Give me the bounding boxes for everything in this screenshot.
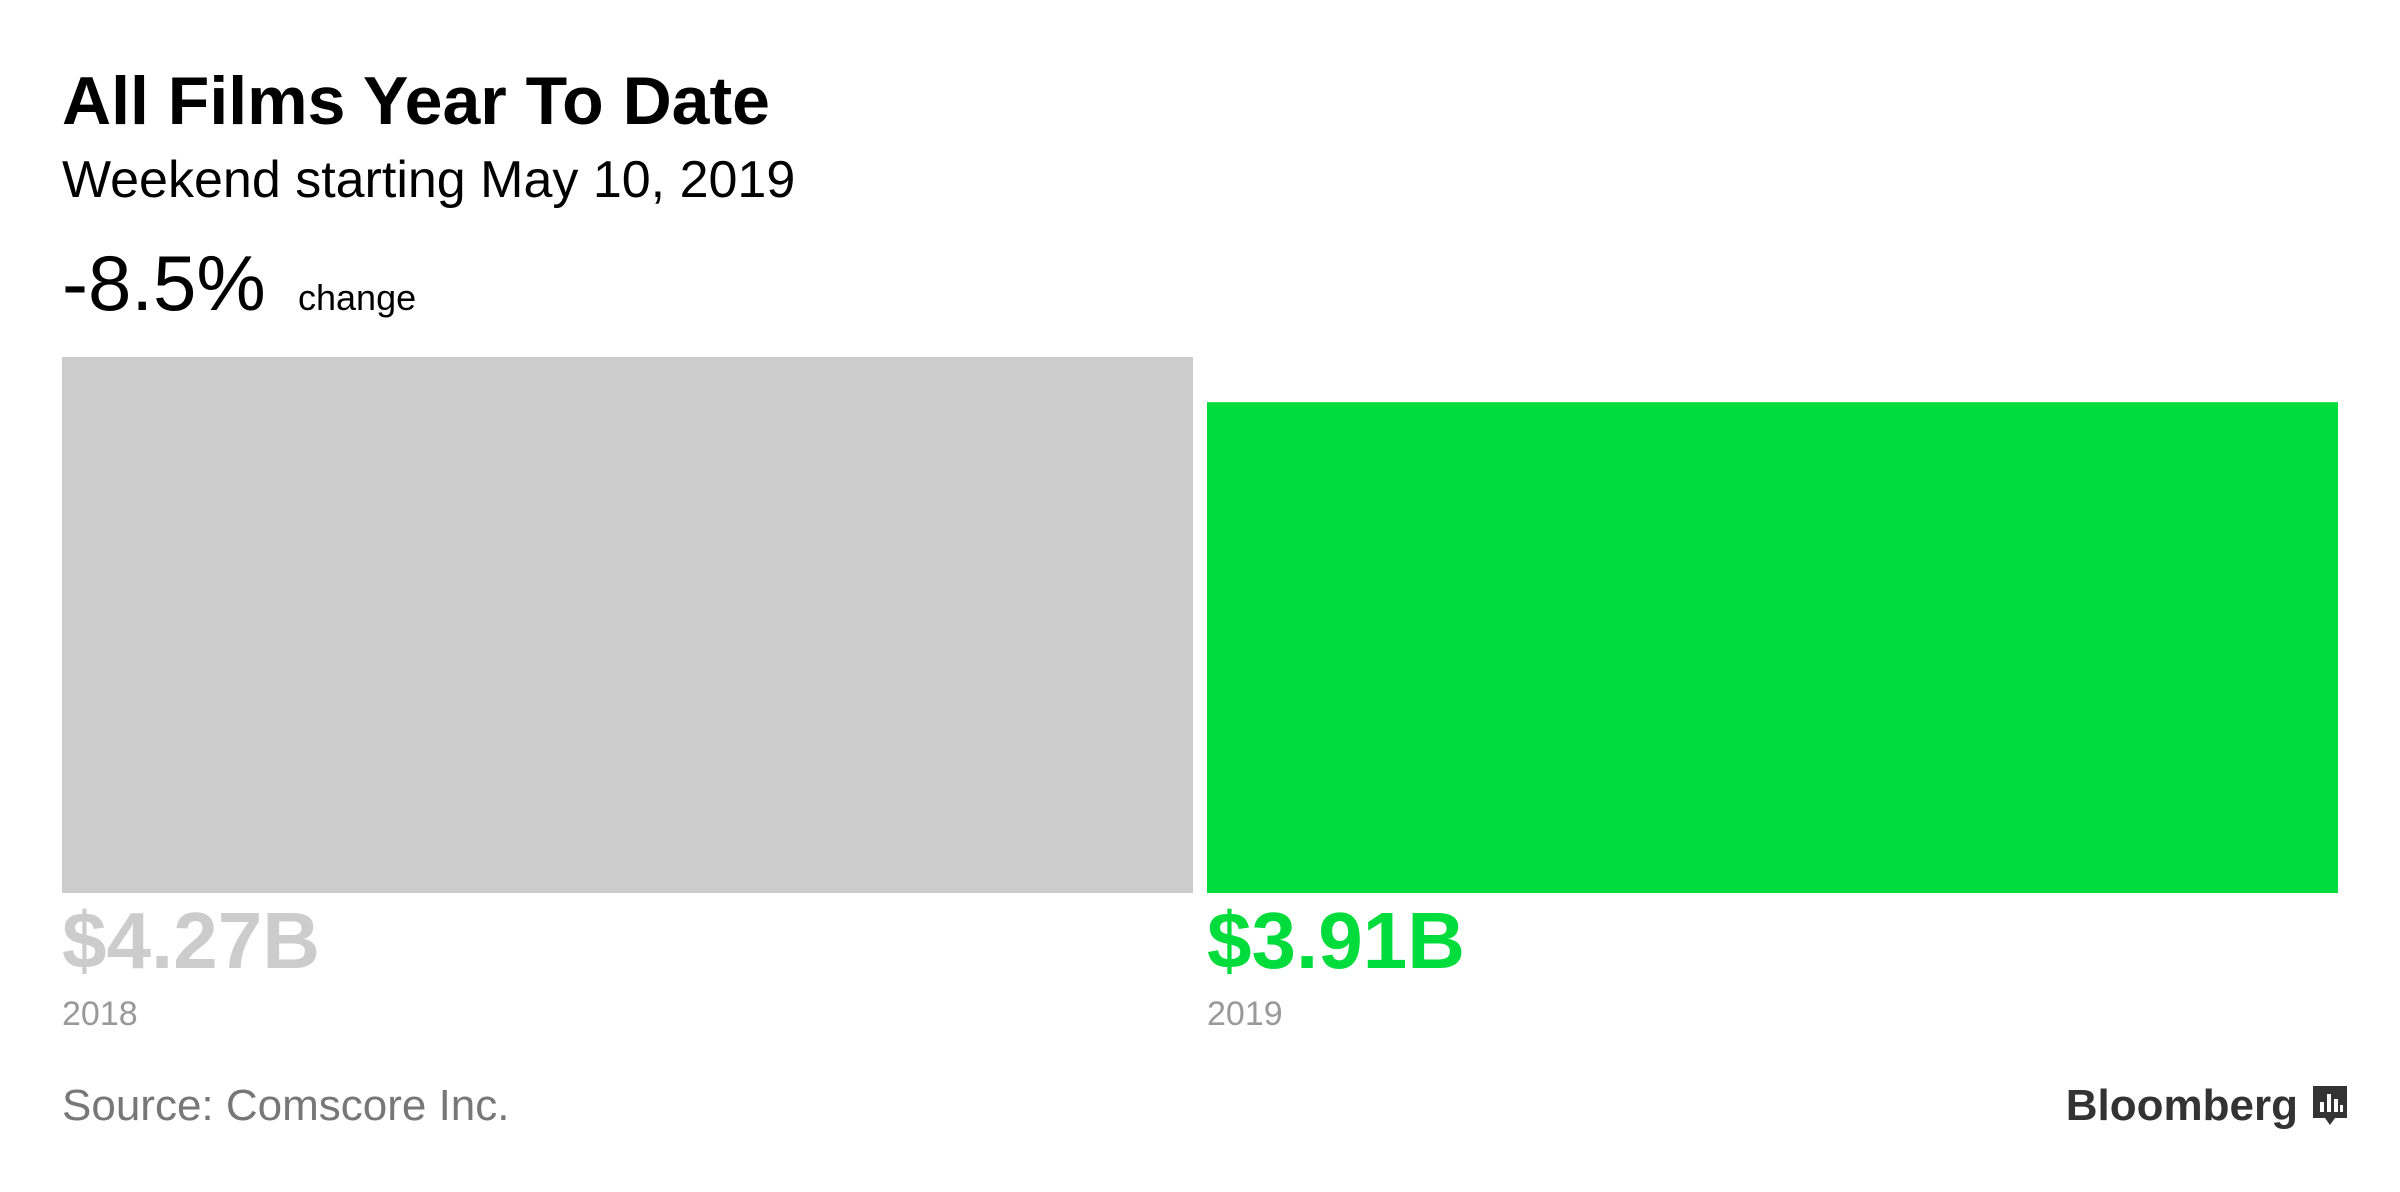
bar xyxy=(1207,402,2338,893)
value-label: $4.27B xyxy=(62,896,320,985)
category-label: 2018 xyxy=(62,995,138,1033)
change-label: -8.5% xyxy=(62,239,266,327)
brand-icon xyxy=(2313,1086,2347,1125)
chart-title: All Films Year To Date xyxy=(62,63,770,139)
bar xyxy=(62,357,1193,893)
category-label: 2019 xyxy=(1207,995,1283,1033)
value-label: $3.91B xyxy=(1207,896,1465,985)
chart-subtitle: Weekend starting May 10, 2019 xyxy=(62,151,795,209)
change-text: change xyxy=(298,277,416,318)
brand-logo: Bloomberg xyxy=(2066,1081,2298,1130)
source: Source: Comscore Inc. xyxy=(62,1081,510,1130)
